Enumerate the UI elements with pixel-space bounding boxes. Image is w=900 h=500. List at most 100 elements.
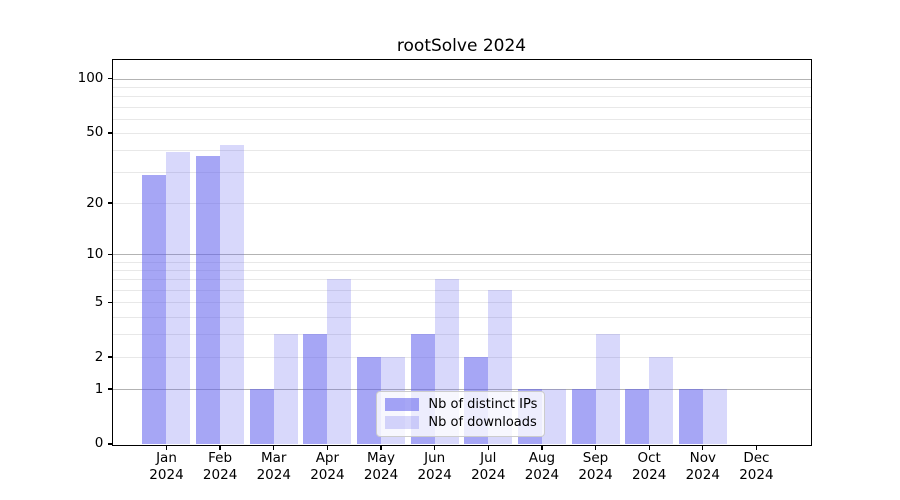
x-label-month: Dec: [743, 450, 770, 467]
y-tick-5: [108, 301, 114, 303]
x-label-year: 2024: [578, 466, 613, 483]
y-tick-50: [108, 132, 114, 134]
x-label-year: 2024: [256, 466, 291, 483]
gridline-minor-50: [113, 132, 811, 134]
x-tick-nov: [702, 445, 704, 450]
x-label-month: Jun: [424, 450, 446, 467]
y-tick-label-20: 20: [86, 194, 104, 211]
y-tick-label-10: 10: [86, 245, 104, 262]
y-tick-0: [108, 443, 114, 445]
x-label-year: 2024: [685, 466, 720, 483]
x-label-month: Jul: [480, 450, 497, 467]
x-label-year: 2024: [524, 466, 560, 483]
x-label-year: 2024: [471, 466, 506, 483]
x-tick-label-apr: Apr 2024: [295, 450, 359, 483]
x-tick-aug: [541, 445, 543, 450]
x-label-month: Oct: [637, 450, 661, 467]
x-tick-apr: [326, 445, 329, 450]
gridline-minor-8: [113, 270, 811, 272]
x-tick-label-oct: Oct 2024: [617, 450, 681, 483]
gridline-minor-6: [113, 290, 811, 291]
x-label-year: 2024: [310, 466, 345, 483]
gridline-minor-40: [113, 150, 811, 152]
x-label-month: Apr: [315, 450, 340, 467]
x-label-year: 2024: [739, 466, 774, 483]
gridline-minor-20: [113, 203, 811, 205]
x-tick-label-jun: Jun 2024: [403, 450, 467, 483]
gridline-minor-7: [113, 279, 811, 281]
x-label-year: 2024: [631, 466, 667, 483]
x-label-month: Sep: [582, 450, 609, 467]
y-tick-10: [108, 253, 114, 255]
gridline-minor-2: [113, 357, 811, 359]
gridline-minor-3: [113, 334, 811, 336]
bar-downloads-mar: [273, 334, 298, 444]
y-tick-1: [108, 388, 114, 390]
x-tick-jan: [165, 445, 168, 450]
legend-swatch-distinct-ips: [385, 398, 420, 412]
x-label-month: Nov: [689, 450, 716, 467]
bar-downloads-sep: [595, 334, 620, 444]
chart-title: rootSolve 2024: [396, 36, 527, 56]
gridline-major-1: [113, 389, 811, 391]
gridline-minor-4: [113, 316, 811, 318]
y-tick-label-0: 0: [94, 435, 104, 452]
x-tick-may: [380, 445, 382, 450]
y-tick-20: [108, 202, 114, 204]
gridline-minor-9: [113, 261, 811, 263]
gridline-minor-90: [113, 87, 811, 89]
bar-downloads-feb: [220, 144, 245, 444]
x-tick-label-jan: Jan 2024: [134, 450, 198, 483]
gridline-major-10: [113, 254, 811, 256]
gridline-minor-60: [113, 118, 811, 120]
gridline-major-100: [113, 78, 811, 80]
y-tick-label-1: 1: [94, 380, 104, 397]
x-label-month: May: [367, 450, 395, 467]
x-tick-jul: [487, 445, 489, 450]
legend-label-downloads: Nb of downloads: [428, 415, 537, 431]
legend: Nb of distinct IPs Nb of downloads: [376, 390, 546, 437]
legend-item-distinct-ips: Nb of distinct IPs: [385, 397, 537, 412]
y-tick-2: [108, 356, 114, 358]
bar-downloads-jan: [166, 152, 191, 444]
bar-distinct-ips-oct: [625, 389, 650, 444]
bar-distinct-ips-jan: [142, 174, 167, 444]
bar-distinct-ips-mar: [249, 389, 274, 444]
y-tick-label-5: 5: [94, 293, 104, 310]
legend-swatch-downloads: [385, 416, 420, 430]
bar-downloads-aug: [541, 389, 566, 444]
x-tick-mar: [273, 445, 275, 450]
x-tick-oct: [648, 445, 650, 450]
bar-distinct-ips-feb: [196, 156, 221, 444]
x-tick-label-jul: Jul 2024: [456, 450, 520, 483]
y-tick-label-50: 50: [86, 124, 104, 141]
x-tick-jun: [433, 445, 436, 450]
x-label-year: 2024: [202, 466, 238, 483]
x-tick-label-feb: Feb 2024: [188, 450, 252, 483]
x-tick-dec: [755, 445, 758, 450]
x-tick-label-mar: Mar 2024: [242, 450, 306, 483]
bar-downloads-apr: [327, 279, 352, 444]
gridline-minor-80: [113, 96, 811, 98]
bar-distinct-ips-nov: [678, 389, 703, 444]
x-tick-label-may: May 2024: [349, 450, 413, 483]
x-label-year: 2024: [363, 466, 399, 483]
x-tick-label-sep: Sep 2024: [564, 450, 628, 483]
x-label-month: Mar: [261, 450, 287, 467]
x-label-month: Aug: [528, 450, 556, 467]
x-label-month: Jan: [156, 450, 177, 467]
legend-item-downloads: Nb of downloads: [385, 415, 537, 431]
x-tick-label-dec: Dec 2024: [724, 450, 788, 483]
plot-area: Nb of distinct IPs Nb of downloads Jan 20…: [78, 58, 812, 483]
bar-distinct-ips-sep: [571, 389, 596, 444]
y-tick-label-2: 2: [94, 348, 104, 365]
bar-downloads-nov: [702, 389, 727, 444]
x-tick-label-nov: Nov 2024: [671, 450, 735, 483]
y-tick-label-100: 100: [77, 70, 104, 87]
bar-distinct-ips-apr: [303, 334, 328, 444]
x-tick-label-aug: Aug 2024: [510, 450, 574, 483]
y-tick-100: [108, 78, 114, 80]
x-label-year: 2024: [149, 466, 184, 483]
x-label-month: Feb: [208, 450, 233, 467]
